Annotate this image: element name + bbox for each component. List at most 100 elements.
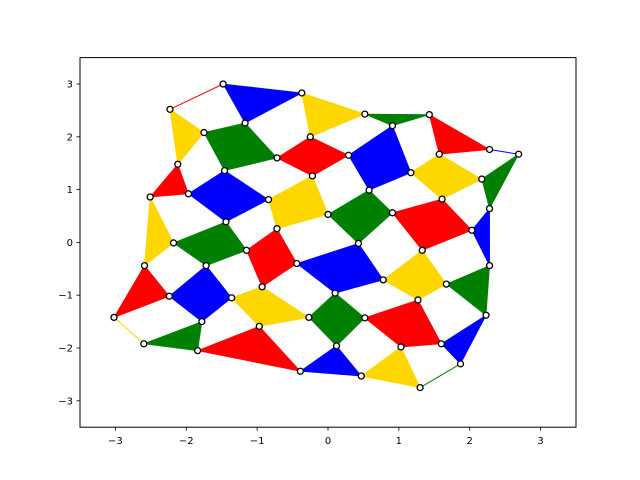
x-axis-ticks: −3 −2 −1 0 1 2 3: [108, 427, 544, 447]
y-tick-label: 1: [67, 185, 73, 196]
y-tick-label: −3: [58, 396, 73, 407]
vertex-point-59: [416, 383, 424, 392]
tile-red-29: [196, 325, 302, 372]
vertex-point-6: [388, 122, 397, 130]
vertex-point-48: [482, 311, 490, 319]
vertex-point-8: [306, 133, 314, 141]
tile-red-7: [428, 113, 491, 155]
vertex-point-7: [200, 128, 208, 137]
x-tick-label: 2: [467, 436, 473, 447]
vertex-point-47: [361, 314, 369, 322]
vertex-point-17: [308, 172, 317, 180]
vertex-point-34: [293, 259, 301, 268]
vertex-point-28: [273, 225, 281, 233]
vertex-point-38: [379, 276, 387, 284]
x-tick-label: 1: [396, 436, 402, 447]
vertex-point-33: [418, 246, 426, 254]
vertex-point-14: [174, 160, 182, 168]
vertex-point-1: [298, 89, 306, 97]
vertex-point-31: [354, 239, 363, 248]
x-tick-label: −3: [108, 436, 123, 447]
tile-green-3: [364, 113, 430, 127]
vertex-point-30: [169, 239, 178, 247]
x-tick-label: 0: [325, 436, 331, 447]
tile-blue-30: [299, 345, 363, 377]
vertex-point-18: [478, 175, 486, 183]
vertex-point-26: [324, 210, 332, 219]
x-tick-label: −1: [250, 436, 265, 447]
vertex-point-23: [264, 195, 273, 204]
tile-gold-1: [301, 92, 366, 138]
vertex-point-58: [357, 372, 365, 380]
vertex-point-0: [219, 80, 227, 88]
vertex-point-53: [332, 342, 341, 350]
vertex-point-10: [514, 150, 523, 158]
edge-blue-1: [489, 148, 519, 155]
y-tick-label: 3: [67, 80, 73, 91]
vertex-point-45: [110, 313, 118, 322]
vertex-point-36: [140, 261, 149, 270]
vertex-layer: [110, 80, 523, 392]
tile-blue-15: [471, 207, 490, 266]
tile-green-8: [481, 153, 519, 210]
vertex-point-32: [242, 246, 251, 254]
vertex-point-13: [273, 154, 281, 162]
x-tick-label: 3: [537, 436, 543, 447]
vertex-point-55: [193, 346, 202, 355]
edge-green-3: [419, 363, 461, 389]
vertex-point-5: [241, 119, 249, 127]
tile-red-10: [149, 163, 189, 198]
vertex-point-22: [438, 195, 446, 203]
tile-green-28: [143, 320, 203, 352]
vertex-point-15: [220, 166, 229, 175]
vertex-point-16: [407, 169, 415, 177]
vertex-point-35: [485, 261, 494, 270]
vertex-point-56: [456, 360, 465, 368]
vertex-point-2: [166, 105, 174, 113]
tile-green-21: [445, 265, 490, 317]
y-tick-label: −1: [58, 291, 73, 302]
tile-gold-16: [144, 195, 175, 267]
vertex-point-27: [222, 218, 230, 226]
vertex-point-37: [202, 261, 210, 270]
vertex-point-25: [388, 209, 397, 217]
tile-gold-2: [169, 108, 205, 166]
edge-layer: [113, 83, 519, 389]
vertex-point-41: [331, 289, 339, 297]
tile-red-22: [113, 264, 170, 319]
y-tick-label: −2: [58, 344, 73, 355]
tile-blue-27: [440, 314, 488, 365]
vertex-point-51: [140, 340, 148, 348]
vertex-point-21: [146, 193, 154, 201]
tile-gold-31: [360, 346, 421, 389]
edge-gold-2: [113, 317, 145, 345]
polygon-layer: [113, 83, 519, 389]
vertex-point-3: [361, 110, 369, 118]
vertex-point-9: [485, 145, 494, 154]
vertex-point-44: [414, 296, 422, 304]
vertex-point-46: [305, 313, 313, 322]
y-tick-label: 2: [67, 132, 73, 143]
vertex-point-40: [258, 283, 266, 291]
vertex-point-12: [344, 151, 353, 159]
x-tick-label: −2: [179, 436, 194, 447]
vertex-point-39: [442, 280, 450, 288]
vertex-point-43: [227, 294, 236, 302]
vertex-point-11: [435, 150, 443, 158]
vertex-point-19: [365, 186, 373, 194]
vertex-point-54: [397, 343, 405, 351]
vertex-point-49: [198, 317, 206, 326]
vertex-point-50: [255, 322, 263, 331]
y-axis-ticks: −3 −2 −1 0 1 2 3: [58, 80, 80, 407]
tile-blue-0: [222, 83, 304, 124]
vertex-point-29: [468, 226, 476, 234]
edge-red-0: [169, 83, 224, 110]
vertex-point-42: [165, 292, 173, 300]
vertex-point-20: [184, 190, 193, 198]
vertex-point-24: [485, 204, 494, 213]
vertex-point-52: [437, 340, 446, 348]
vertex-point-4: [425, 110, 433, 119]
y-tick-label: 0: [67, 238, 73, 249]
